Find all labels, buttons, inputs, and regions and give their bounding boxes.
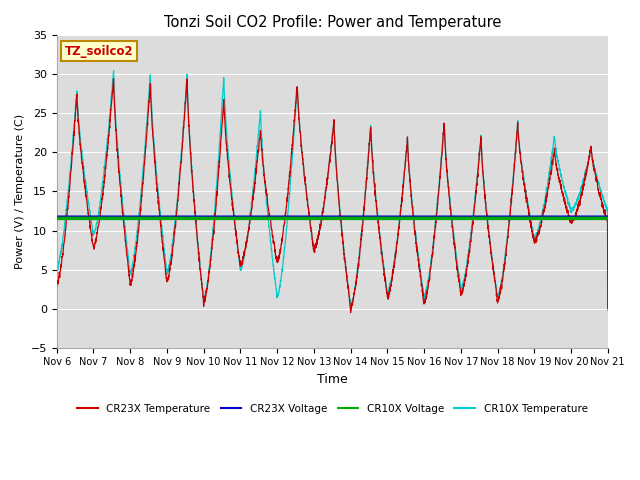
Text: TZ_soilco2: TZ_soilco2 <box>65 45 134 58</box>
Legend: CR23X Temperature, CR23X Voltage, CR10X Voltage, CR10X Temperature: CR23X Temperature, CR23X Voltage, CR10X … <box>73 400 592 418</box>
Y-axis label: Power (V) / Temperature (C): Power (V) / Temperature (C) <box>15 114 25 269</box>
Title: Tonzi Soil CO2 Profile: Power and Temperature: Tonzi Soil CO2 Profile: Power and Temper… <box>163 15 501 30</box>
X-axis label: Time: Time <box>317 373 348 386</box>
